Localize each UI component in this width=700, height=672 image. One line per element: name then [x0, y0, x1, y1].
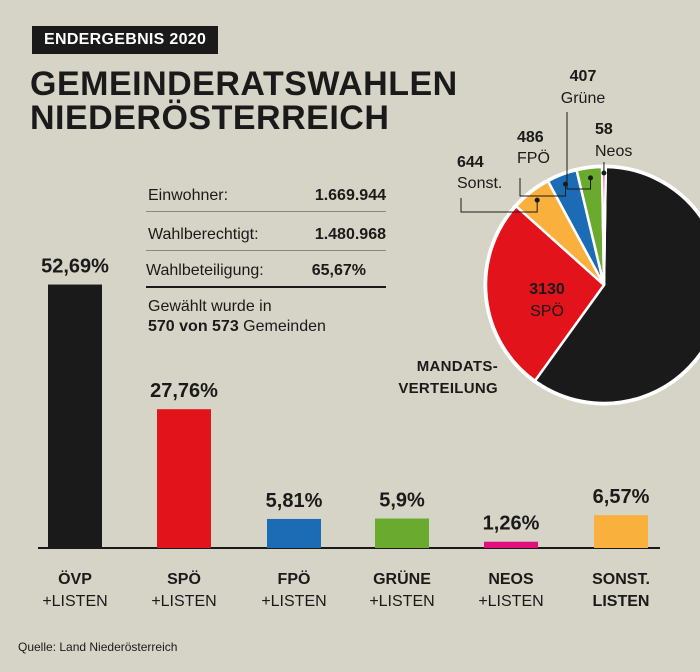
bar-value-label: 6,57% [593, 486, 650, 508]
leader-line-sonst [460, 198, 538, 213]
gewaehlt-text: Gewählt wurde in 570 von 573 Gemeinden [148, 297, 326, 337]
gewaehlt-line2: 570 von 573 Gemeinden [148, 317, 326, 337]
bar-value-label: 52,69% [41, 256, 109, 278]
pie-label-gruene: Grüne [561, 90, 606, 107]
mandats-line1: MANDATS- [416, 358, 498, 375]
pie-label-spoe: SPÖ [530, 302, 564, 320]
pie-value-gruene: 407 [570, 68, 597, 85]
pie-value-fpoe: 486 [517, 129, 544, 146]
info-row-wahlberechtigt: Wahlberechtigt: 1.480.968 [146, 220, 386, 251]
bar-grüne [375, 518, 429, 548]
category-sublabel: +LISTEN [261, 593, 326, 610]
pie-value-spoe: 3130 [529, 281, 565, 298]
pie-label-neos: Neos [595, 143, 632, 160]
category-label: NEOS [488, 571, 534, 588]
page-title-line1: GEMEINDERATSWAHLEN [30, 65, 458, 103]
gewaehlt-count: 570 von 573 [148, 318, 239, 335]
category-label: SONST. [592, 571, 650, 588]
result-badge: ENDERGEBNIS 2020 [32, 26, 219, 54]
bar-övp [48, 284, 102, 548]
info-value: 1.480.968 [314, 226, 386, 243]
info-value: 65,67% [311, 262, 366, 279]
pie-value-oevp: 7000 [630, 281, 666, 298]
mandats-line2: VERTEILUNG [398, 380, 498, 397]
pie-label-oevp: ÖVP [631, 302, 665, 320]
pie-slice-neos [600, 165, 608, 286]
bar-value-label: 5,81% [266, 490, 323, 512]
bar-fpö [267, 518, 321, 548]
info-row-einwohner: Einwohner: 1.669.944 [146, 181, 386, 212]
category-sublabel: +LISTEN [369, 593, 434, 610]
pie-label-fpoe: FPÖ [517, 149, 550, 167]
category-sublabel: +LISTEN [478, 593, 543, 610]
bar-neos [484, 541, 538, 548]
category-label: ÖVP [58, 569, 92, 588]
bar-spö [157, 409, 211, 548]
bar-value-label: 27,76% [150, 380, 218, 402]
category-label: FPÖ [278, 569, 311, 588]
pie-value-sonst: 644 [457, 154, 484, 171]
pie-value-neos: 58 [595, 121, 613, 138]
gewaehlt-rest: Gemeinden [238, 318, 326, 335]
info-label: Einwohner: [148, 187, 229, 204]
bar-value-label: 5,9% [379, 490, 425, 512]
info-row-wahlbeteiligung: Wahlbeteiligung: 65,67% [146, 256, 386, 288]
leader-line-fpoe [519, 178, 567, 197]
mandats-label: MANDATS- VERTEILUNG [380, 356, 498, 400]
info-value: 1.669.944 [314, 187, 386, 204]
info-label: Wahlberechtigt: [148, 226, 259, 243]
category-sublabel: +LISTEN [42, 593, 107, 610]
category-sublabel: LISTEN [593, 593, 650, 610]
pie-label-sonst: Sonst. [457, 175, 502, 192]
bar-value-label: 1,26% [483, 513, 540, 535]
page-title-line2: NIEDERÖSTERREICH [30, 99, 390, 137]
source-note: Quelle: Land Niederösterreich [18, 640, 178, 654]
category-sublabel: +LISTEN [151, 593, 216, 610]
category-label: SPÖ [167, 569, 201, 588]
category-label: GRÜNE [373, 569, 431, 588]
leader-line-gruene [566, 112, 592, 190]
gewaehlt-line1: Gewählt wurde in [148, 298, 272, 315]
bar-sonst. [594, 515, 648, 548]
info-label: Wahlbeteiligung: [146, 262, 264, 279]
